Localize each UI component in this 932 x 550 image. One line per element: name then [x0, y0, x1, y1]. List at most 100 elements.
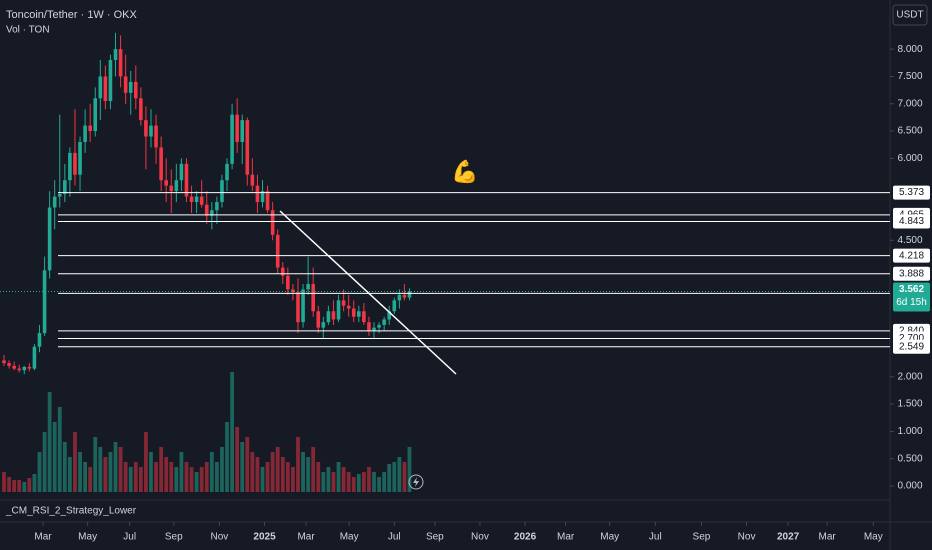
volume-bar	[245, 437, 250, 492]
candle-body	[98, 76, 103, 99]
volume-bar	[133, 462, 138, 492]
volume-bar	[57, 407, 62, 492]
candle-body	[336, 300, 341, 320]
volume-bar	[108, 452, 113, 492]
volume-bar	[214, 462, 219, 492]
volume-bar	[194, 472, 199, 492]
volume-label: Vol · TON	[6, 25, 50, 36]
candle-body	[210, 210, 214, 216]
candle-body	[362, 311, 366, 323]
volume-bar	[275, 447, 280, 492]
x-tick-label: Nov	[211, 532, 229, 543]
volume-bar	[387, 464, 392, 492]
volume-bar	[7, 477, 11, 492]
candle-body	[47, 207, 52, 271]
candle-body	[316, 311, 321, 328]
candle-body	[265, 191, 270, 211]
level-label-box	[893, 185, 930, 200]
candle-body	[108, 60, 113, 102]
volume-bar	[113, 442, 118, 492]
x-tick-label: Mar	[297, 532, 315, 543]
volume-bar	[159, 447, 164, 492]
x-tick-label: Sep	[426, 532, 444, 543]
level-label: 5.373	[899, 187, 924, 198]
candle-body	[306, 283, 310, 290]
volume-bar	[149, 452, 153, 492]
volume-bar	[316, 462, 321, 492]
level-label: 2.840	[899, 326, 924, 337]
candle-body	[37, 333, 42, 347]
candle-body	[73, 152, 77, 175]
volume-bar	[204, 462, 209, 492]
x-tick-label: May	[340, 532, 359, 543]
candle-body	[12, 365, 16, 369]
volume-bar	[174, 467, 179, 492]
candle-body	[144, 120, 148, 137]
y-tick-label: 1.000	[897, 426, 922, 437]
x-tick-label: Jul	[123, 532, 136, 543]
candle-body	[118, 49, 123, 77]
candle-body	[189, 196, 194, 203]
candle-body	[357, 311, 361, 317]
candle-body	[351, 308, 356, 317]
y-tick-label: 0.000	[897, 481, 922, 492]
candle-body	[397, 294, 402, 301]
level-label-box	[893, 214, 930, 229]
candle-body	[215, 202, 219, 211]
candle-body	[88, 125, 92, 132]
lightning-icon[interactable]	[408, 474, 424, 490]
volume-bar	[22, 482, 27, 492]
x-tick-label: May	[78, 532, 97, 543]
candle-body	[63, 180, 67, 194]
candle-body	[194, 196, 199, 203]
volume-bar	[392, 462, 397, 492]
level-label: 3.888	[899, 268, 924, 279]
volume-bar	[27, 478, 32, 492]
candle-body	[52, 196, 57, 208]
y-tick-label: 1.500	[897, 399, 922, 410]
volume-bar	[250, 452, 255, 492]
candle-body	[17, 368, 22, 371]
x-tick-label: Nov	[738, 532, 756, 543]
x-tick-label: May	[600, 532, 619, 543]
last-price-box	[893, 282, 930, 312]
y-tick-label: 6.000	[897, 153, 922, 164]
volume-bar	[402, 462, 407, 492]
volume-bar	[118, 447, 123, 492]
volume-bar	[301, 452, 305, 492]
x-tick-label: Jul	[649, 532, 662, 543]
currency-button[interactable]	[892, 4, 928, 26]
candle-body	[245, 120, 250, 175]
volume-bar	[62, 442, 67, 492]
candle-body	[179, 163, 184, 181]
volume-bar	[179, 452, 184, 492]
candle-body	[331, 311, 336, 320]
volume-bar	[169, 462, 174, 492]
candle-body	[204, 204, 209, 216]
candle-body	[311, 283, 315, 312]
y-tick-label: 4.500	[897, 235, 922, 246]
volume-bar	[291, 467, 295, 492]
volume-bar	[220, 447, 224, 492]
level-label: 2.549	[899, 341, 924, 352]
candle-body	[123, 76, 128, 93]
level-label-box	[893, 248, 930, 263]
volume-bar	[397, 457, 402, 492]
level-label-box	[893, 339, 930, 354]
candle-body	[133, 81, 138, 99]
x-tick-label: Nov	[471, 532, 489, 543]
volume-bar	[52, 422, 57, 492]
indicator-label: _CM_RSI_2_Strategy_Lower	[5, 506, 137, 517]
candle-body	[250, 174, 255, 186]
y-tick-label: 8.000	[897, 44, 922, 55]
volume-bar	[336, 462, 341, 492]
candle-body	[2, 360, 6, 364]
volume-bar	[265, 462, 270, 492]
candle-body	[42, 270, 47, 334]
volume-bar	[2, 472, 6, 492]
x-tick-label: Mar	[557, 532, 575, 543]
candle-body	[407, 291, 412, 298]
candle-body	[286, 275, 290, 290]
volume-bar	[361, 472, 366, 492]
